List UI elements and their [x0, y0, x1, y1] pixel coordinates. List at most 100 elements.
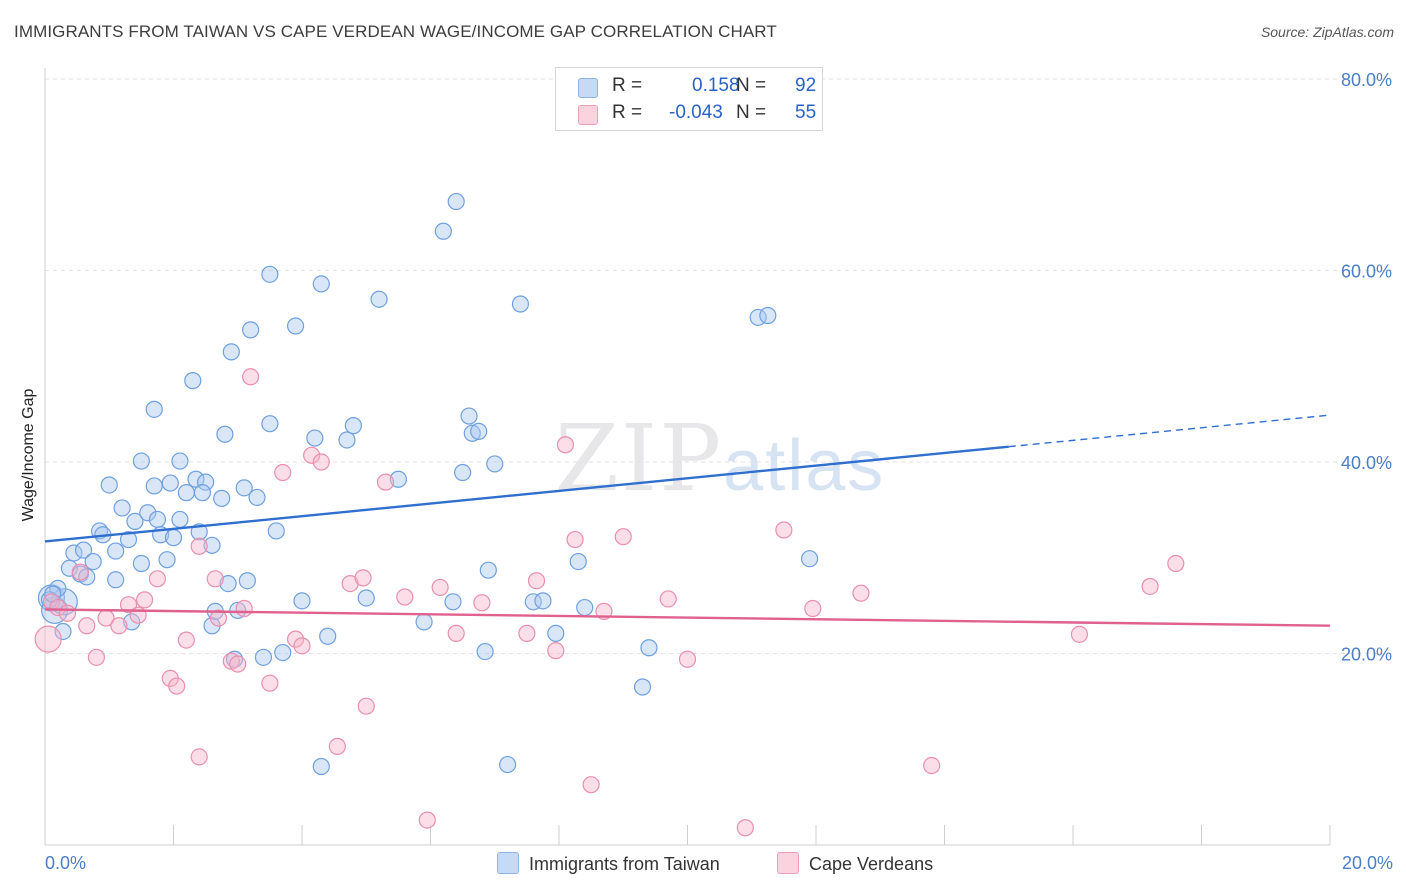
cape-verdean-point: [190, 537, 208, 555]
legend-swatch-cape-verdean: [578, 105, 598, 125]
cape-verdean-point: [78, 617, 96, 635]
cape-verdean-point: [614, 528, 632, 546]
cape-verdean-point: [190, 748, 208, 766]
taiwan-point: [193, 484, 212, 502]
cape-verdean-point: [71, 563, 89, 581]
taiwan-point: [139, 504, 157, 522]
taiwan-point: [113, 499, 131, 517]
cape-verdean-point: [168, 677, 186, 695]
taiwan-point: [164, 529, 183, 547]
legend-n-value: 92: [795, 75, 817, 96]
taiwan-point: [213, 489, 231, 507]
gridlines: [45, 78, 1392, 654]
taiwan-point: [293, 592, 311, 610]
taiwan-point: [184, 372, 202, 390]
bottom-legend-taiwan: Immigrants from Taiwan: [497, 852, 720, 875]
taiwan-trend-line: [44, 445, 1009, 543]
watermark-zip: ZIP: [555, 405, 724, 512]
taiwan-point: [569, 552, 587, 571]
cape-verdean-point: [135, 591, 154, 609]
taiwan-point: [161, 474, 179, 492]
taiwan-point: [145, 477, 163, 495]
taiwan-point: [132, 452, 150, 470]
cape-verdean-point: [1167, 554, 1185, 573]
legend-r-label: R =: [612, 75, 643, 96]
taiwan-point: [158, 551, 176, 569]
cape-verdean-point: [303, 446, 321, 464]
taiwan-point: [800, 550, 819, 568]
cape-verdean-point: [447, 624, 465, 642]
taiwan-point: [370, 290, 388, 308]
taiwan-point: [54, 622, 72, 641]
taiwan-point: [126, 512, 144, 530]
cape-verdean-point: [209, 609, 228, 627]
taiwan-point: [148, 510, 167, 529]
cape-verdean-point: [177, 631, 195, 649]
source-credit: Source: ZipAtlas.com: [1260, 24, 1394, 40]
taiwan-point: [499, 755, 517, 774]
taiwan-point: [119, 530, 138, 549]
taiwan-point: [640, 639, 658, 657]
taiwan-point: [759, 306, 777, 325]
cape-verdean-point: [87, 648, 106, 666]
legend-n-label: N =: [736, 75, 767, 96]
taiwan-point: [65, 544, 83, 562]
taiwan-point: [286, 317, 305, 335]
taiwan-trend-line-extension: [1008, 414, 1331, 448]
taiwan-point: [389, 470, 407, 488]
legend-n-label: N =: [736, 102, 767, 123]
legend-r-label: R =: [612, 102, 643, 123]
taiwan-point: [216, 425, 234, 443]
taiwan-point: [319, 627, 337, 645]
taiwan-point: [460, 407, 478, 425]
cape-verdean-point: [678, 650, 697, 668]
cape-verdean-point: [354, 569, 372, 587]
y-tick-label: 20.0%: [1341, 645, 1392, 665]
cape-verdean-point: [566, 530, 584, 549]
taiwan-point: [274, 643, 292, 662]
taiwan-point: [132, 554, 150, 573]
y-tick-label: 60.0%: [1341, 262, 1392, 282]
legend-r-value: 0.158: [692, 75, 740, 96]
taiwan-point: [238, 572, 256, 590]
cape-verdean-point: [293, 637, 311, 655]
taiwan-point: [534, 592, 552, 610]
taiwan-point: [177, 484, 195, 502]
taiwan-point: [576, 598, 594, 617]
cape-verdean-point: [852, 584, 870, 602]
taiwan-point: [415, 613, 433, 631]
taiwan-point: [470, 422, 488, 440]
cape-verdean-point: [775, 521, 793, 539]
cape-verdean-point: [1141, 577, 1159, 596]
cape-verdean-point: [527, 572, 546, 590]
taiwan-point: [547, 624, 565, 642]
taiwan-point: [203, 536, 221, 554]
taiwan-point: [444, 593, 462, 611]
taiwan-point: [338, 431, 356, 449]
cape-verdean-point: [58, 604, 77, 622]
taiwan-point: [242, 321, 260, 339]
cape-verdean-point: [556, 436, 575, 454]
cape-verdean-point: [229, 655, 247, 673]
cape-verdean-point: [473, 594, 491, 612]
cape-verdean-point: [1070, 625, 1089, 643]
cape-verdean-point: [804, 599, 822, 618]
cape-verdean-point: [110, 617, 128, 635]
bottom-legend-label-cape-verdean: Cape Verdeans: [809, 854, 934, 874]
taiwan-point: [107, 542, 125, 560]
legend-r-value: -0.043: [669, 102, 723, 123]
cape-verdean-point: [547, 642, 565, 660]
taiwan-point: [511, 295, 530, 313]
taiwan-point: [312, 275, 330, 293]
cape-verdean-point: [49, 598, 67, 617]
taiwan-point: [229, 601, 247, 620]
cape-verdean-point: [582, 776, 600, 794]
bottom-legend-cape-verdean: Cape Verdeans: [777, 852, 933, 875]
taiwan-point: [463, 424, 481, 442]
taiwan-point: [254, 648, 273, 666]
cape-verdean-point: [119, 596, 138, 614]
axes: [44, 68, 1331, 846]
chart-title: IMMIGRANTS FROM TAIWAN VS CAPE VERDEAN W…: [14, 22, 777, 41]
y-tick-label: 40.0%: [1341, 453, 1392, 473]
